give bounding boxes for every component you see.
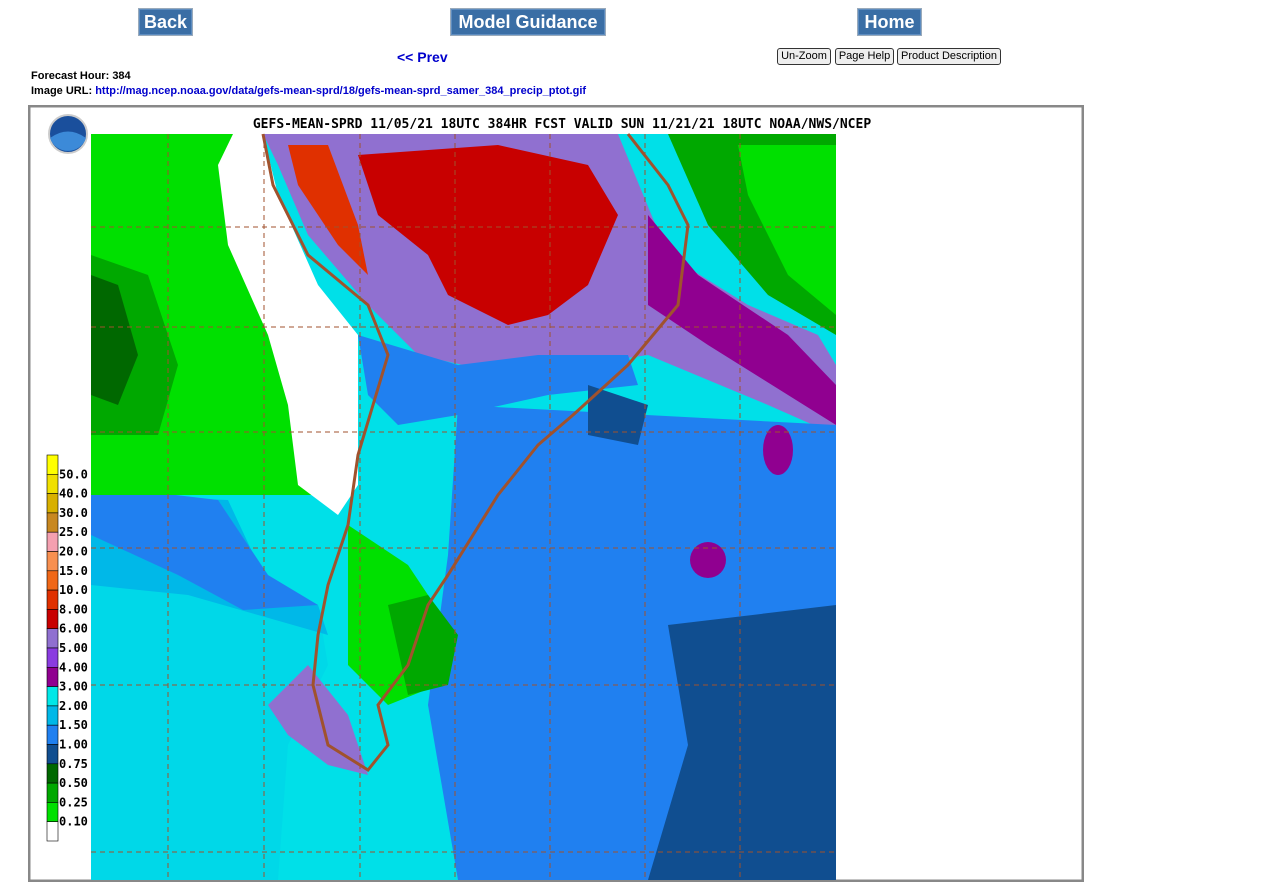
legend-label: 1.50 [59, 718, 88, 732]
url-link[interactable]: http://mag.ncep.noaa.gov/data/gefs-mean-… [95, 85, 587, 97]
prev-link[interactable]: << Prev [397, 49, 448, 65]
legend-swatch [46, 551, 59, 572]
map-title: GEFS-MEAN-SPRD 11/05/21 18UTC 384HR FCST… [253, 117, 871, 132]
legend-label: 20.0 [59, 545, 88, 559]
legend-swatch [46, 782, 59, 803]
value: 384 [112, 70, 131, 82]
legend-label: 3.00 [59, 680, 88, 694]
legend-label: 30.0 [59, 506, 88, 520]
label: Forecast Hour: [31, 70, 110, 82]
legend-swatch [46, 686, 59, 707]
legend-swatch [46, 763, 59, 784]
legend-swatch [46, 531, 59, 552]
legend-label: 10.0 [59, 583, 88, 597]
legend-swatch [46, 609, 59, 629]
label: Image URL: [31, 85, 93, 97]
legend-label: 8.00 [59, 602, 88, 616]
model-guidance-button[interactable]: Model Guidance [450, 8, 606, 36]
legend-swatch [46, 705, 59, 726]
legend-label: 0.10 [59, 815, 88, 829]
legend-label: 50.0 [59, 467, 88, 481]
legend-label: 0.25 [59, 795, 88, 809]
map-image: GEFS-MEAN-SPRD 11/05/21 18UTC 384HR FCST… [28, 105, 1084, 882]
image-url: Image URL: http://mag.ncep.noaa.gov/data… [31, 85, 586, 97]
legend-swatch [46, 493, 59, 514]
legend-swatch [46, 570, 59, 591]
legend-swatch [46, 724, 59, 745]
legend-swatch [46, 473, 59, 494]
legend-label: 2.00 [59, 699, 88, 713]
back-button[interactable]: Back [138, 8, 193, 36]
grid [91, 134, 836, 880]
legend-label: 5.00 [59, 641, 88, 655]
product-description-button[interactable]: Product Description [897, 48, 1001, 65]
legend-swatch [46, 628, 59, 649]
coastline [261, 133, 690, 772]
legend-swatch [46, 666, 59, 687]
legend-label: 0.50 [59, 776, 88, 790]
page-help-button[interactable]: Page Help [835, 48, 894, 65]
legend-swatch [46, 802, 59, 823]
legend-label: 40.0 [59, 487, 88, 501]
forecast-hour: Forecast Hour: 384 [31, 70, 131, 82]
legend-swatch [46, 821, 59, 842]
legend: 50.0 40.0 30.0 25.0 20.0 15.0 10.0 8.00 6.00 5.00… [46, 454, 88, 842]
noaa-logo [48, 114, 88, 154]
legend-swatch [46, 512, 59, 533]
legend-swatch [46, 589, 59, 610]
legend-label: 6.00 [59, 622, 88, 636]
home-button[interactable]: Home [857, 8, 922, 36]
legend-swatch [46, 454, 59, 475]
legend-label: 25.0 [59, 525, 88, 539]
unzoom-button[interactable]: Un-Zoom [777, 48, 831, 65]
legend-label: 0.75 [59, 757, 88, 771]
legend-label: 1.00 [59, 738, 88, 752]
legend-label: 15.0 [59, 564, 88, 578]
legend-swatch [46, 744, 59, 765]
legend-swatch [46, 647, 59, 668]
legend-label: 4.00 [59, 660, 88, 674]
map-field [91, 134, 836, 880]
